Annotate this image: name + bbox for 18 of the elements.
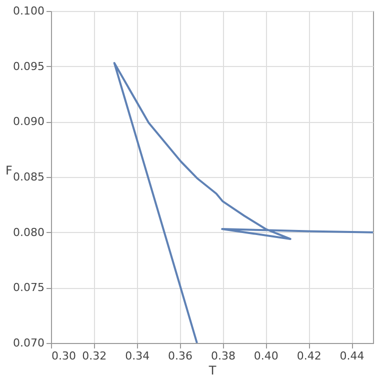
- x-tick-label: 0.38: [210, 350, 236, 362]
- x-tick-label: 0.32: [82, 350, 107, 362]
- line-series: [113, 62, 373, 343]
- x-tick-label: 0.40: [254, 350, 278, 362]
- x-axis-title: T: [208, 364, 217, 378]
- x-tick-label: 0.34: [125, 350, 150, 362]
- y-tick-label: 0.075: [13, 281, 44, 294]
- x-tick-label: 0.36: [168, 350, 193, 362]
- x-tick-label: 0.44: [340, 350, 364, 362]
- y-tick-label: 0.100: [13, 4, 44, 18]
- y-tick-label: 0.080: [13, 226, 44, 239]
- x-tick-label: 0.30: [52, 350, 76, 362]
- y-tick-label: 0.090: [13, 115, 44, 128]
- x-tick-label: 0.42: [296, 350, 322, 362]
- y-axis-title: F: [6, 164, 13, 178]
- y-tick-label: 0.095: [13, 60, 44, 73]
- y-tick-label: 0.070: [13, 336, 44, 350]
- y-tick-label: 0.085: [13, 170, 44, 184]
